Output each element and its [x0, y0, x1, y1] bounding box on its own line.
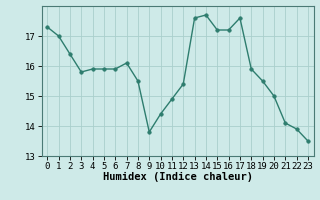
- X-axis label: Humidex (Indice chaleur): Humidex (Indice chaleur): [103, 172, 252, 182]
